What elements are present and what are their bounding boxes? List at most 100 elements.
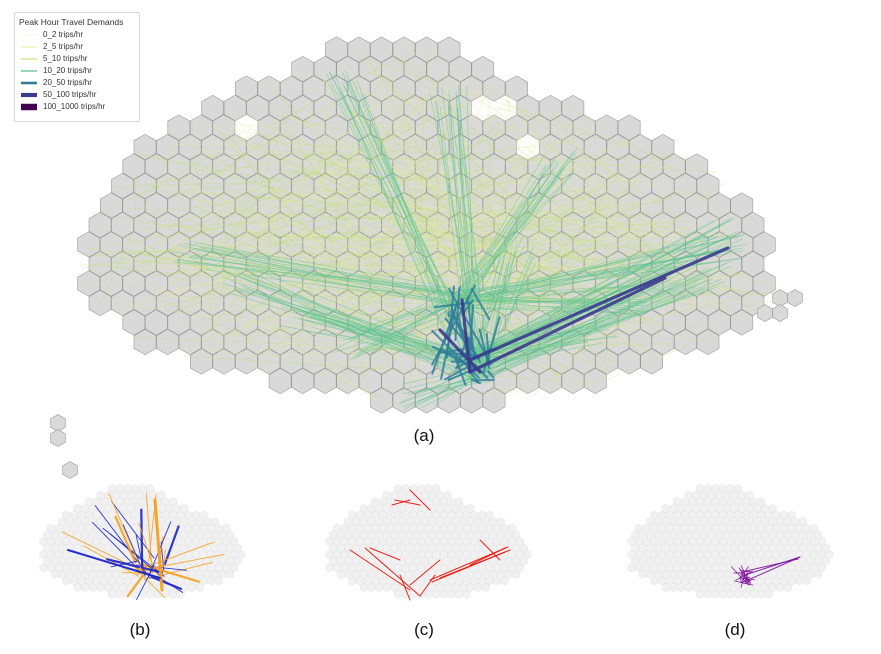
flow-line (340, 288, 451, 295)
flow-line (178, 86, 362, 196)
flow-line (734, 580, 749, 585)
flow-line (90, 196, 395, 249)
flow-line (232, 128, 761, 258)
flow-line (506, 143, 549, 271)
flow-line (255, 292, 477, 383)
flow-line (79, 263, 625, 322)
flow-line (177, 258, 464, 304)
flow-line (302, 225, 334, 235)
flow-line (172, 178, 429, 222)
flow-line (445, 223, 543, 259)
flow-line (387, 106, 518, 253)
flow-line (240, 124, 330, 283)
flow-line (281, 123, 413, 207)
flow-line (435, 100, 482, 376)
flow-line (141, 185, 274, 268)
flow-line (266, 145, 459, 225)
flow-line (236, 235, 606, 241)
flow-line (328, 169, 556, 271)
flow-line (247, 144, 405, 370)
flow-line (735, 570, 754, 581)
flow-line (346, 155, 684, 168)
flow-line (324, 133, 447, 343)
legend-swatch (21, 103, 37, 110)
flow-line (710, 205, 745, 275)
legend-swatch (21, 81, 37, 84)
legend-title: Peak Hour Travel Demands (19, 17, 124, 27)
flow-line (484, 257, 534, 374)
flow-line (439, 385, 593, 397)
flow-line (94, 505, 151, 579)
flow-line (284, 118, 593, 202)
flow-line (512, 109, 613, 213)
flow-line (386, 89, 468, 108)
flow-line (258, 78, 465, 224)
flow-line (544, 108, 569, 125)
flow-line (468, 276, 667, 374)
flow-line (150, 575, 183, 590)
flow-line (450, 105, 488, 373)
flow-line (520, 164, 548, 281)
flow-line (448, 287, 493, 365)
flow-line (457, 147, 578, 293)
legend: Peak Hour Travel Demands 0_2 trips/hr 2_… (14, 12, 140, 122)
flow-line (359, 99, 509, 273)
flow-line (132, 111, 347, 198)
flow-line (470, 288, 491, 321)
flow-line (570, 212, 683, 278)
flow-line (114, 515, 137, 564)
flow-line (385, 108, 639, 306)
flow-line (199, 182, 418, 338)
flow-line (194, 253, 489, 310)
flow-line (473, 282, 696, 382)
flow-line (191, 248, 464, 300)
flow-line (385, 108, 408, 150)
flow-line (524, 245, 538, 264)
legend-label: 100_1000 trips/hr (43, 102, 106, 111)
flow-line (140, 553, 225, 571)
flow-line (199, 246, 474, 297)
panel-label-c: (c) (414, 620, 434, 639)
flow-line (394, 499, 421, 506)
flow-line (302, 109, 505, 286)
flow-line (313, 109, 718, 201)
flow-line (462, 235, 710, 300)
flow-line (274, 118, 456, 242)
flow-line (549, 251, 553, 328)
flow-line (89, 253, 227, 267)
flow-line (453, 173, 573, 298)
flow-line (537, 150, 661, 273)
flow-line (251, 139, 636, 370)
flow-line (625, 171, 638, 257)
flow-line (248, 265, 736, 271)
legend-swatch (21, 92, 37, 97)
flow-line (456, 157, 555, 305)
legend-swatch (21, 46, 37, 47)
flow-line (572, 287, 732, 355)
flow-line (229, 124, 384, 276)
legend-swatch (21, 69, 37, 72)
flow-line (154, 191, 637, 296)
main-map-panel-a (50, 36, 803, 479)
flow-line (104, 195, 547, 311)
flow-line (399, 574, 411, 601)
flow-line (481, 244, 707, 363)
flow-line (200, 180, 494, 204)
flow-line (461, 250, 734, 292)
flow-line (488, 109, 528, 297)
flow-line (319, 186, 434, 221)
map-panel-d (627, 484, 834, 599)
flow-line (532, 165, 654, 273)
flow-line (457, 251, 718, 304)
flow-line (267, 111, 423, 151)
flow-line (101, 262, 668, 269)
flow-line (394, 159, 693, 243)
map-panel-c (325, 484, 532, 601)
flow-line (659, 209, 676, 350)
flow-line (316, 144, 416, 187)
flow-line (454, 358, 467, 386)
legend-swatch (21, 57, 37, 60)
flow-line (417, 62, 429, 90)
flow-line (420, 380, 477, 408)
flow-line (306, 257, 673, 306)
